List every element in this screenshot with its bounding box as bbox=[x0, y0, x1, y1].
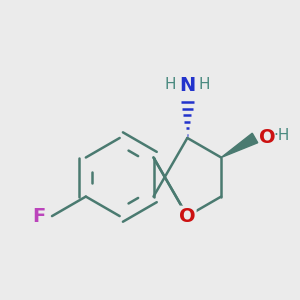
Text: O: O bbox=[259, 128, 276, 148]
Text: N: N bbox=[179, 76, 196, 95]
Text: O: O bbox=[179, 207, 196, 226]
Text: F: F bbox=[33, 207, 46, 226]
Text: H: H bbox=[198, 77, 210, 92]
Polygon shape bbox=[221, 133, 258, 158]
Text: ·H: ·H bbox=[274, 128, 290, 143]
Text: H: H bbox=[165, 77, 176, 92]
